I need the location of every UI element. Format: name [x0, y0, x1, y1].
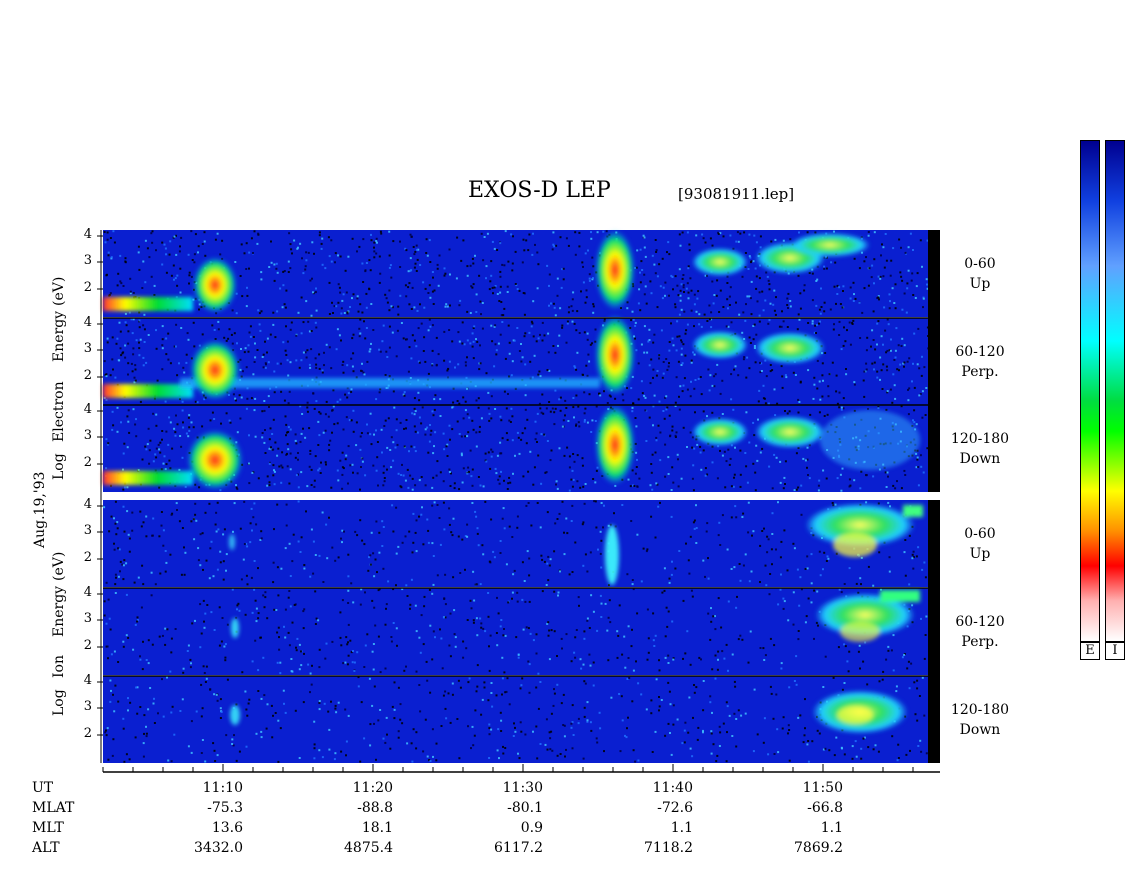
ephem-alt-value: 7118.2: [644, 840, 693, 856]
channel-range: 0-60: [964, 526, 996, 542]
ephem-alt-value: 3432.0: [194, 840, 243, 856]
ion-right-strip: [928, 500, 940, 763]
ephem-mlt-value: 18.1: [361, 820, 393, 836]
y-tick-label: 4: [83, 227, 92, 242]
ephem-alt-value: 4875.4: [344, 840, 393, 856]
electron-features: [103, 230, 920, 490]
ion-axis-label-unit: (eV): [51, 551, 67, 581]
electron-burst-1136-down: [595, 405, 635, 485]
electron-axis-label-unit: (eV): [51, 276, 67, 306]
ephem-label-ut: UT: [32, 780, 54, 796]
ephem-mlt-value: 1.1: [670, 820, 693, 836]
channel-label-electron-perp: 60-120 Perp.: [945, 342, 1015, 382]
channel-range: 60-120: [955, 344, 1005, 360]
ephem-alt-value: 6117.2: [494, 840, 543, 856]
ephem-ut-value: 11:50: [802, 780, 843, 796]
channel-range: 120-180: [950, 431, 1010, 447]
panel-ion-perp: [103, 588, 930, 675]
ion-axis-label-ion: Ion: [51, 655, 67, 678]
ephem-mlt-value: 13.6: [211, 820, 243, 836]
channel-label-ion-up: 0-60 Up: [945, 524, 1015, 564]
colorbar-label-e: E: [1080, 642, 1100, 660]
channel-label-electron-down: 120-180 Down: [945, 429, 1015, 469]
ephem-ut-value: 11:40: [652, 780, 693, 796]
ephem-alt-value: 7869.2: [794, 840, 843, 856]
ephem-label-alt: ALT: [32, 840, 60, 856]
panel-ion-up: [103, 500, 930, 587]
ephem-mlt-value: 1.1: [820, 820, 843, 836]
channel-label-ion-down: 120-180 Down: [945, 700, 1015, 740]
y-tick-label: 4: [83, 315, 92, 330]
ephem-label-mlt: MLT: [32, 820, 64, 836]
electron-low-energy-band-up: [103, 297, 193, 311]
electron-burst-1136-perp: [595, 315, 635, 395]
channel-range: 0-60: [964, 256, 996, 272]
plot-title: EXOS-D LEP: [468, 178, 611, 203]
ion-axis-label-energy: Energy: [51, 585, 67, 637]
y-tick-label: 2: [83, 726, 92, 741]
electron-burst-1110-down: [187, 430, 243, 490]
channel-direction: Up: [969, 546, 991, 562]
ephem-mlat-value: -75.3: [207, 800, 243, 816]
y-tick-label: 2: [83, 638, 92, 653]
ephem-ut-value: 11:10: [202, 780, 243, 796]
electron-burst-1110-up: [193, 257, 237, 313]
y-tick-label: 2: [83, 280, 92, 295]
electron-low-energy-band-down: [103, 471, 193, 485]
electron-low-energy-band-perp: [103, 384, 193, 398]
colorbar-label-i: I: [1105, 642, 1125, 660]
channel-label-ion-perp: 60-120 Perp.: [945, 612, 1015, 652]
x-ticks: [102, 764, 914, 772]
y-tick-label: 4: [83, 402, 92, 417]
channel-direction: Perp.: [961, 364, 999, 380]
species-gap: [103, 492, 940, 500]
y-tick-label: 4: [83, 497, 92, 512]
electron-right-strip: [928, 230, 940, 492]
y-tick-label: 2: [83, 368, 92, 383]
ephem-mlat-value: -72.6: [657, 800, 693, 816]
panel-ion-down: [103, 676, 930, 763]
channel-direction: Up: [969, 276, 991, 292]
electron-burst-1110-perp: [190, 340, 240, 400]
y-tick-label: 3: [83, 428, 92, 443]
ephem-ut-value: 11:20: [352, 780, 393, 796]
date-label: Aug.19,'93: [32, 471, 48, 548]
electron-axis-label-energy: Energy: [51, 310, 67, 362]
y-tick-label: 3: [83, 523, 92, 538]
y-tick-label: 3: [83, 699, 92, 714]
channel-label-electron-up: 0-60 Up: [945, 254, 1015, 294]
y-tick-label: 4: [83, 673, 92, 688]
channel-range: 120-180: [950, 702, 1010, 718]
electron-axis-label-electron: Electron: [51, 381, 67, 442]
channel-direction: Perp.: [961, 634, 999, 650]
ephem-mlat-value: -66.8: [807, 800, 843, 816]
y-tick-label: 2: [83, 550, 92, 565]
y-tick-label: 3: [83, 253, 92, 268]
y-tick-label: 3: [83, 611, 92, 626]
y-tick-label: 3: [83, 341, 92, 356]
channel-range: 60-120: [955, 614, 1005, 630]
ion-colorbar: [1105, 140, 1125, 642]
channel-direction: Down: [959, 451, 1001, 467]
ephem-mlt-value: 0.9: [520, 820, 543, 836]
y-tick-label: 2: [83, 455, 92, 470]
channel-direction: Down: [959, 722, 1001, 738]
ephem-label-mlat: MLAT: [32, 800, 75, 816]
y-tick-label: 4: [83, 585, 92, 600]
ephem-mlat-value: -80.1: [507, 800, 543, 816]
electron-axis-label-log: Log: [51, 453, 67, 480]
file-name: [93081911.lep]: [678, 185, 795, 203]
electron-burst-1136-up: [595, 230, 635, 310]
ion-burst-perp: [815, 593, 915, 637]
ion-features: [229, 503, 923, 734]
ion-axis-label-log: Log: [51, 689, 67, 716]
ephem-ut-value: 11:30: [502, 780, 543, 796]
electron-colorbar: [1080, 140, 1100, 642]
ephem-mlat-value: -88.8: [357, 800, 393, 816]
ion-burst-up: [805, 503, 915, 547]
